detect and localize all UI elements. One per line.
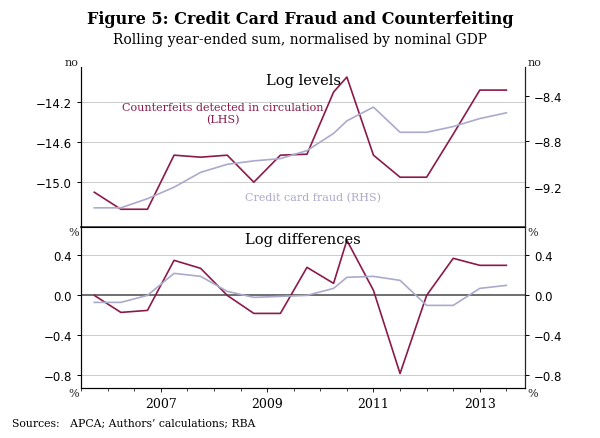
Text: no: no [65, 58, 79, 68]
Text: Counterfeits detected in circulation
(LHS): Counterfeits detected in circulation (LH… [122, 103, 324, 125]
Text: Log levels: Log levels [265, 74, 341, 88]
Text: Rolling year-ended sum, normalised by nominal GDP: Rolling year-ended sum, normalised by no… [113, 33, 487, 47]
Text: no: no [527, 58, 541, 68]
Text: Log differences: Log differences [245, 233, 361, 247]
Text: %: % [527, 228, 538, 238]
Text: %: % [68, 228, 79, 238]
Text: %: % [68, 388, 79, 398]
Text: %: % [527, 388, 538, 398]
Text: Credit card fraud (RHS): Credit card fraud (RHS) [245, 193, 381, 203]
Text: Figure 5: Credit Card Fraud and Counterfeiting: Figure 5: Credit Card Fraud and Counterf… [86, 11, 514, 28]
Text: Sources:   APCA; Authors’ calculations; RBA: Sources: APCA; Authors’ calculations; RB… [12, 418, 256, 428]
